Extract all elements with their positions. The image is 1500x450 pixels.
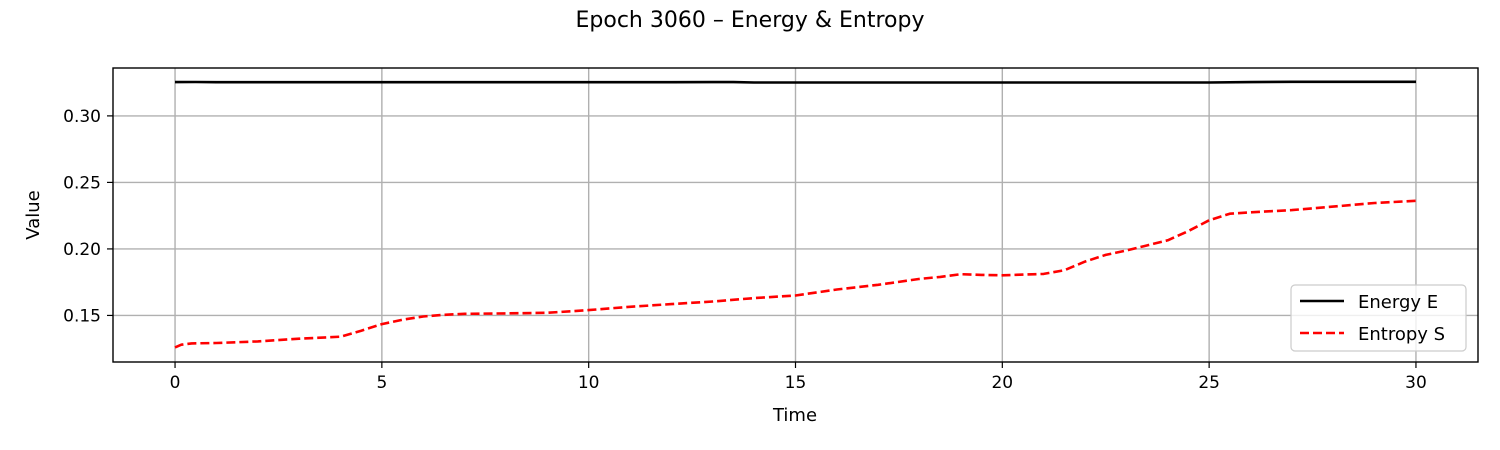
x-tick-label: 10 bbox=[578, 373, 600, 393]
grid bbox=[113, 68, 1478, 362]
y-axis-ticks: 0.15 0.20 0.25 0.30 bbox=[63, 107, 113, 326]
y-axis-label: Value bbox=[23, 190, 44, 239]
x-tick-label: 25 bbox=[1198, 373, 1220, 393]
plot-series bbox=[174, 80, 1417, 349]
series-line-entropy bbox=[174, 199, 1417, 349]
chart-title: Epoch 3060 – Energy & Entropy bbox=[576, 8, 925, 33]
x-tick-label: 0 bbox=[170, 373, 181, 393]
x-tick-label: 5 bbox=[376, 373, 387, 393]
x-tick-label: 20 bbox=[991, 373, 1013, 393]
y-tick-label: 0.25 bbox=[63, 173, 101, 193]
legend-label-energy: Energy E bbox=[1358, 292, 1438, 313]
x-axis-label: Time bbox=[772, 405, 817, 426]
y-tick-label: 0.15 bbox=[63, 306, 101, 326]
y-tick-label: 0.30 bbox=[63, 107, 101, 127]
legend-label-entropy: Entropy S bbox=[1358, 324, 1445, 345]
legend: Energy E Entropy S bbox=[1290, 284, 1467, 352]
y-tick-label: 0.20 bbox=[63, 240, 101, 260]
x-axis-ticks: 0 5 10 15 20 25 30 bbox=[170, 362, 1427, 393]
x-tick-label: 30 bbox=[1405, 373, 1427, 393]
series-line-energy bbox=[174, 80, 1416, 84]
x-tick-label: 15 bbox=[785, 373, 807, 393]
